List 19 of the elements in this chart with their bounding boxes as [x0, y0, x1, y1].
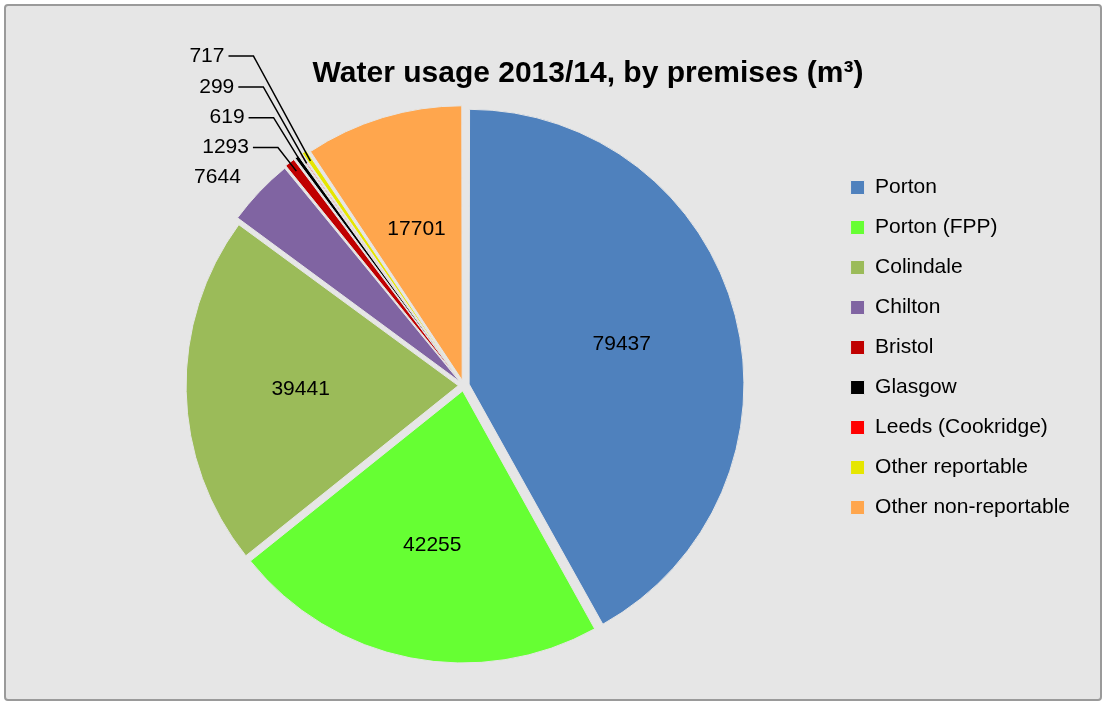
data-label: 1293 [202, 134, 249, 158]
legend-label: Porton [875, 174, 937, 198]
data-label: 717 [189, 42, 225, 66]
chart-title: Water usage 2013/14, by premises (m³) [312, 55, 864, 89]
legend-label: Glasgow [875, 374, 958, 398]
legend-label: Other non-reportable [875, 494, 1071, 518]
data-label: 42255 [403, 532, 462, 556]
legend-label: Other reportable [875, 454, 1028, 478]
data-label: 79437 [592, 331, 651, 355]
legend-label: Leeds (Cookridge) [875, 414, 1048, 438]
data-label: 619 [209, 104, 245, 128]
legend-label: Porton (FPP) [875, 214, 998, 238]
data-label: 39441 [271, 375, 330, 399]
legend-label: Chilton [875, 294, 941, 318]
data-label: 17701 [387, 216, 446, 240]
legend-label: Bristol [875, 334, 934, 358]
data-label: 299 [199, 73, 235, 97]
data-label: 7644 [194, 164, 242, 188]
legend-label: Colindale [875, 254, 963, 278]
